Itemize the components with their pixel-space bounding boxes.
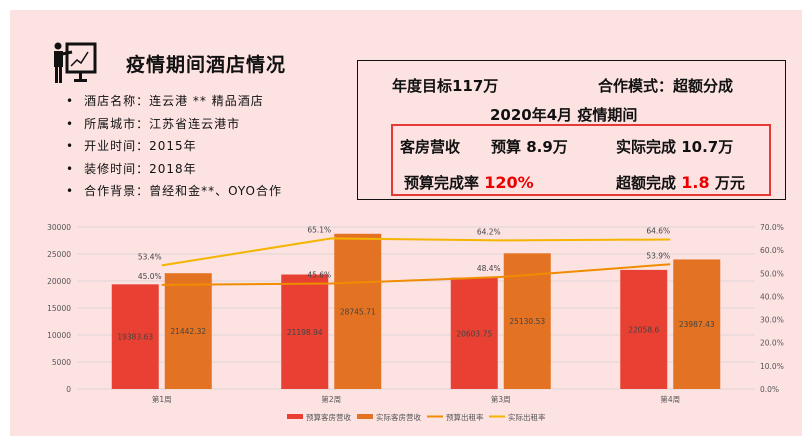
bar-data-label: 19383.63 — [117, 333, 153, 342]
info-item: 合作背景：曾经和金**、OYO合作 — [66, 182, 282, 205]
y2-tick-label: 70.0% — [760, 223, 784, 232]
y2-tick-label: 10.0% — [760, 362, 784, 371]
bar-data-label: 20603.75 — [456, 329, 492, 338]
line-data-label: 64.6% — [646, 226, 670, 235]
period: 2020年4月 疫情期间 — [490, 106, 638, 124]
over-unit: 万元 — [714, 174, 745, 192]
bar — [620, 269, 668, 389]
y-tick-label: 5000 — [52, 358, 71, 367]
bar-data-label: 21198.94 — [287, 328, 323, 337]
bar — [111, 284, 159, 389]
revenue-highlight-box — [391, 124, 771, 196]
bar — [334, 233, 382, 389]
x-tick-label: 第1周 — [152, 394, 172, 404]
line-data-label: 53.9% — [646, 251, 670, 260]
actual-value: 实际完成 10.7万 — [616, 138, 734, 156]
series-line — [161, 263, 671, 286]
info-item: 所属城市：江苏省连云港市 — [66, 115, 282, 138]
bar — [164, 273, 212, 389]
page-title: 疫情期间酒店情况 — [126, 54, 287, 76]
bar-data-label: 28745.71 — [340, 307, 376, 316]
over-value: 1.8 — [681, 173, 710, 192]
x-tick-label: 第3周 — [491, 394, 511, 404]
bar-data-label: 22058.6 — [628, 325, 659, 334]
y2-tick-label: 20.0% — [760, 339, 784, 348]
budget-rate-value: 120% — [484, 173, 534, 192]
hotel-info-list: 酒店名称：连云港 ** 精品酒店 所属城市：江苏省连云港市 开业时间：2015年… — [66, 92, 282, 205]
legend-swatch — [287, 414, 303, 419]
room-revenue-label: 客房营收 — [400, 138, 461, 156]
line-data-label: 64.2% — [477, 227, 501, 236]
legend-label: 预算出租率 — [446, 412, 484, 422]
line-data-label: 48.4% — [477, 264, 501, 273]
x-tick-label: 第4周 — [660, 394, 680, 404]
y-tick-label: 0 — [66, 385, 71, 394]
bar — [673, 259, 721, 389]
bar-data-label: 21442.32 — [170, 327, 206, 336]
bar — [281, 274, 329, 389]
legend-label: 实际出租率 — [508, 412, 546, 422]
y-tick-label: 25000 — [47, 250, 71, 259]
y2-tick-label: 40.0% — [760, 292, 784, 301]
y-tick-label: 15000 — [47, 304, 71, 313]
info-item: 酒店名称：连云港 ** 精品酒店 — [66, 92, 282, 115]
annual-target: 年度目标117万 — [392, 77, 499, 95]
y2-tick-label: 0.0% — [760, 385, 779, 394]
line-data-label: 65.1% — [307, 225, 331, 234]
line-data-label: 45.0% — [138, 272, 162, 281]
bar-data-label: 23987.43 — [679, 320, 715, 329]
y2-tick-label: 50.0% — [760, 269, 784, 278]
y-tick-label: 30000 — [47, 223, 71, 232]
y-tick-label: 10000 — [47, 331, 71, 340]
presentation-chart-icon — [54, 42, 97, 83]
x-tick-label: 第2周 — [321, 394, 341, 404]
bar-data-label: 25130.53 — [509, 317, 545, 326]
info-item: 装修时间：2018年 — [66, 160, 282, 183]
legend-label: 实际客房营收 — [376, 412, 421, 422]
legend-label: 预算客房营收 — [306, 412, 351, 422]
budget-rate-label: 预算完成率 — [404, 174, 480, 192]
cooperation-mode: 合作模式：超额分成 — [598, 77, 734, 95]
y2-tick-label: 60.0% — [760, 246, 784, 255]
y-tick-label: 20000 — [47, 277, 71, 286]
over-label: 超额完成 — [616, 174, 677, 192]
info-item: 开业时间：2015年 — [66, 137, 282, 160]
line-data-label: 45.6% — [307, 270, 331, 279]
y2-tick-label: 30.0% — [760, 316, 784, 325]
budget-value: 预算 8.9万 — [491, 138, 568, 156]
series-line — [161, 237, 671, 267]
bar — [450, 277, 498, 389]
legend-swatch — [357, 414, 373, 419]
line-data-label: 53.4% — [138, 252, 162, 261]
summary-box — [357, 60, 786, 200]
